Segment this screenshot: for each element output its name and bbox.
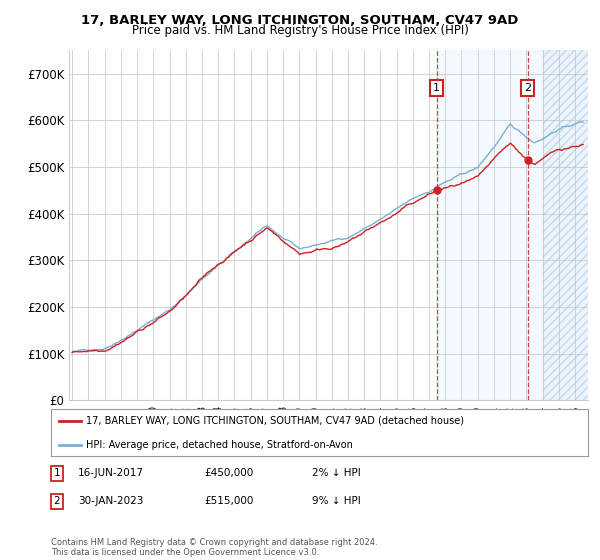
Text: £515,000: £515,000 bbox=[204, 496, 253, 506]
Text: HPI: Average price, detached house, Stratford-on-Avon: HPI: Average price, detached house, Stra… bbox=[86, 440, 353, 450]
Text: 17, BARLEY WAY, LONG ITCHINGTON, SOUTHAM, CV47 9AD: 17, BARLEY WAY, LONG ITCHINGTON, SOUTHAM… bbox=[82, 14, 518, 27]
Text: 30-JAN-2023: 30-JAN-2023 bbox=[78, 496, 143, 506]
Text: 2: 2 bbox=[53, 496, 61, 506]
Text: 2: 2 bbox=[524, 83, 531, 93]
Bar bbox=[542, 50, 591, 400]
Text: £450,000: £450,000 bbox=[204, 468, 253, 478]
Text: 16-JUN-2017: 16-JUN-2017 bbox=[78, 468, 144, 478]
Text: 9% ↓ HPI: 9% ↓ HPI bbox=[312, 496, 361, 506]
Text: 2% ↓ HPI: 2% ↓ HPI bbox=[312, 468, 361, 478]
Bar bbox=[437, 50, 542, 400]
Text: Contains HM Land Registry data © Crown copyright and database right 2024.
This d: Contains HM Land Registry data © Crown c… bbox=[51, 538, 377, 557]
Bar bbox=[542, 50, 591, 400]
Text: 17, BARLEY WAY, LONG ITCHINGTON, SOUTHAM, CV47 9AD (detached house): 17, BARLEY WAY, LONG ITCHINGTON, SOUTHAM… bbox=[86, 416, 464, 426]
Text: Price paid vs. HM Land Registry's House Price Index (HPI): Price paid vs. HM Land Registry's House … bbox=[131, 24, 469, 37]
Text: 1: 1 bbox=[433, 83, 440, 93]
Text: 1: 1 bbox=[53, 468, 61, 478]
